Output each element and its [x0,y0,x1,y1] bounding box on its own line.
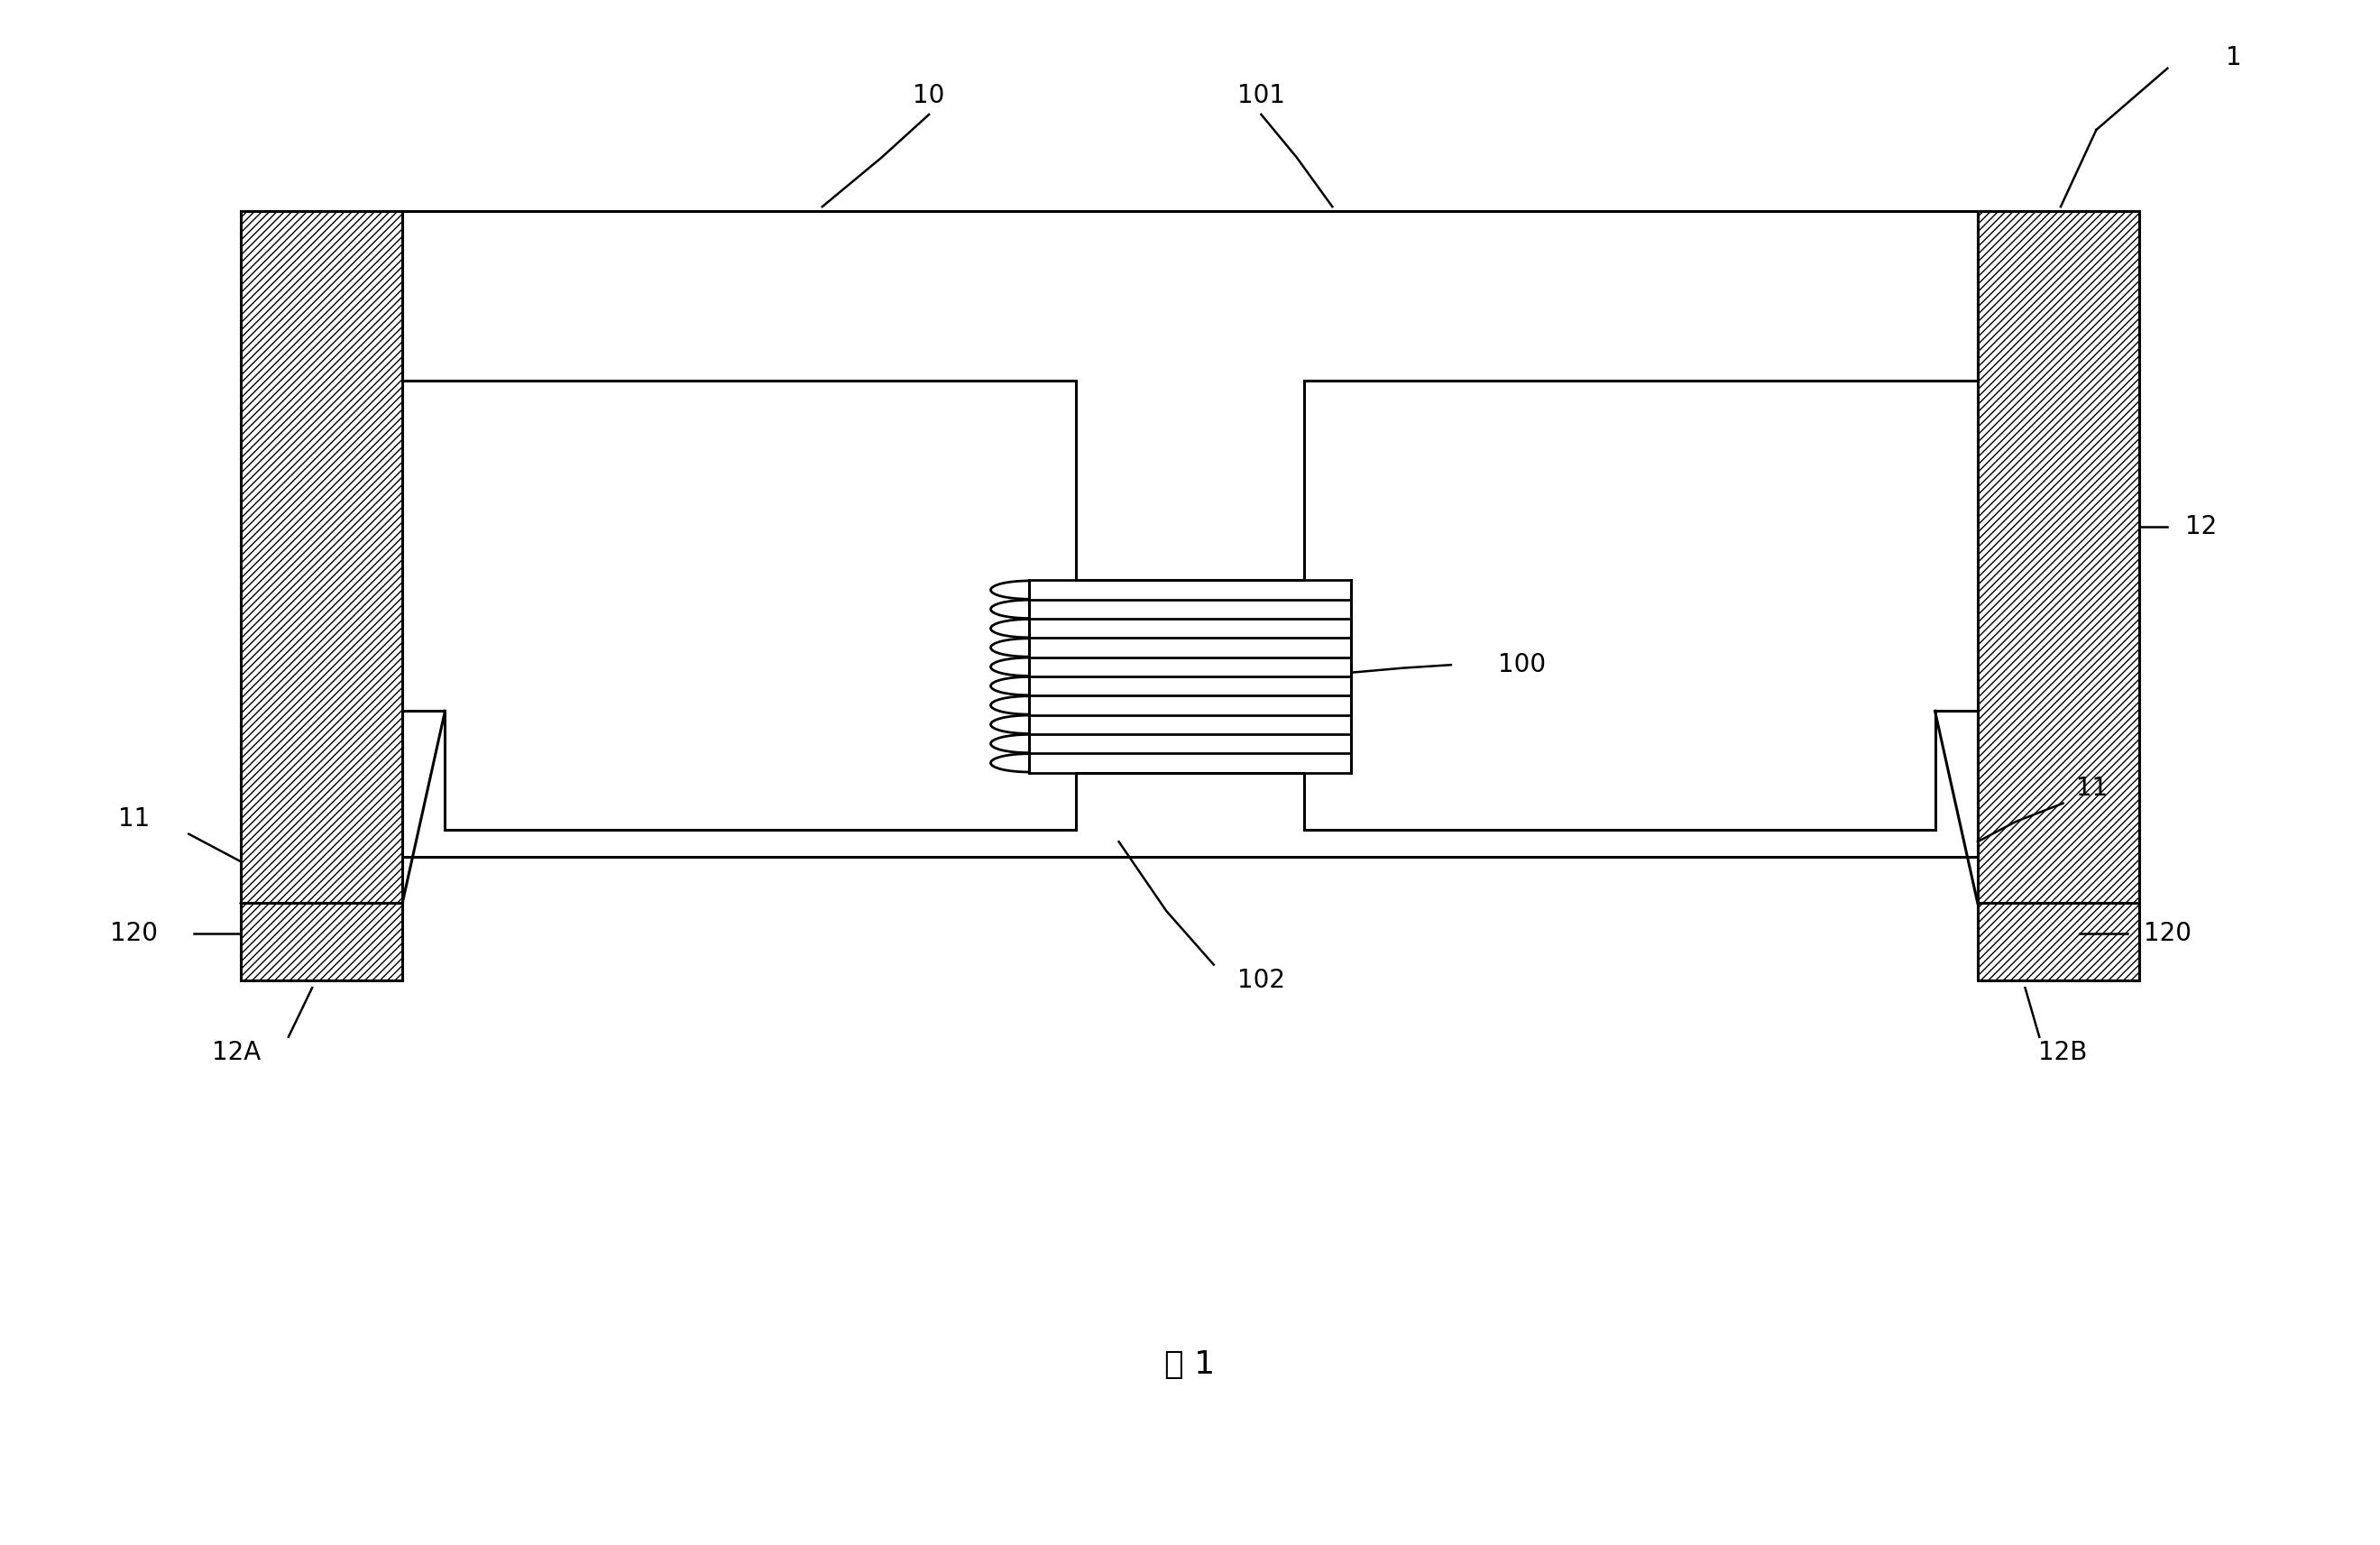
Text: 1: 1 [2225,45,2242,70]
Bar [240,904,402,980]
Polygon shape [402,711,1978,857]
Text: 12: 12 [2185,514,2216,539]
Bar [1978,904,2140,980]
Bar [240,904,402,980]
Text: 100: 100 [1497,652,1547,678]
Text: 120: 120 [2144,921,2192,947]
Bar [1978,212,2140,904]
Text: 120: 120 [109,921,157,947]
Polygon shape [402,212,1978,581]
Text: 11: 11 [2075,776,2106,800]
Bar [240,212,402,904]
Bar [240,212,402,904]
Bar [1978,212,2140,904]
Text: 102: 102 [1238,967,1285,993]
Text: 10: 10 [914,83,945,108]
Bar [1978,904,2140,980]
Text: 12B: 12B [2040,1040,2087,1065]
Text: 12A: 12A [212,1040,262,1065]
Text: 11: 11 [119,806,150,831]
Text: 101: 101 [1238,83,1285,108]
Text: 图 1: 图 1 [1164,1349,1216,1380]
